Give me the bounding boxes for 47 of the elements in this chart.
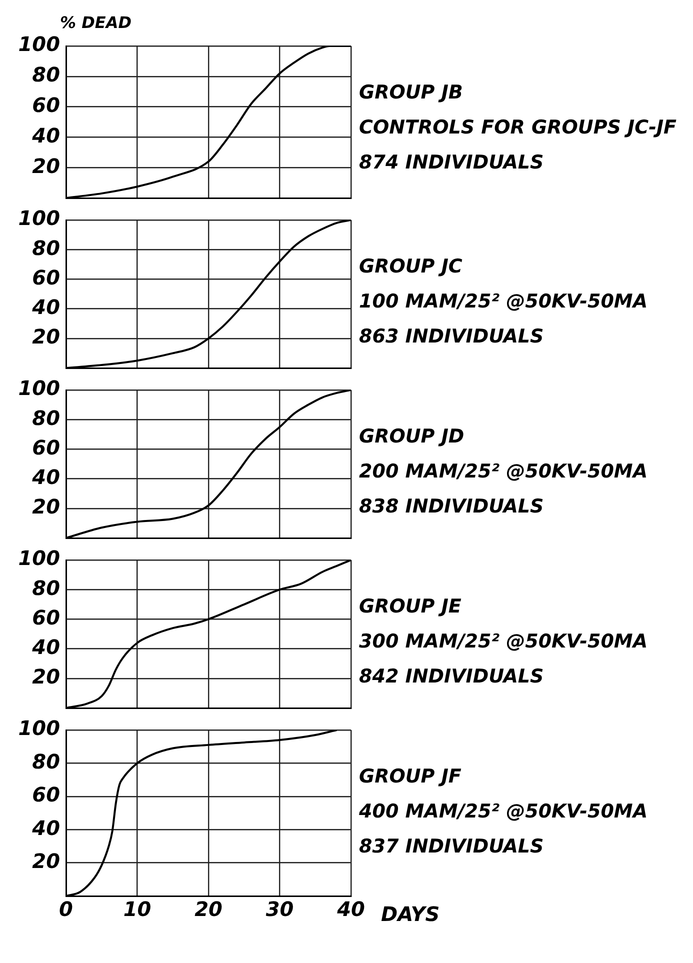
y-tick-label: 20 — [32, 324, 60, 349]
y-tick-label: 60 — [32, 265, 60, 290]
series-label: GROUP JC — [359, 256, 462, 278]
y-tick-label: 40 — [31, 816, 60, 840]
y-tick-label: 60 — [32, 435, 60, 460]
y-tick-label: 60 — [32, 782, 60, 807]
y-tick-label: 80 — [32, 406, 60, 430]
y-tick-label: 80 — [32, 236, 60, 260]
y-tick-label: 40 — [31, 123, 60, 148]
y-tick-label: 80 — [32, 62, 60, 87]
y-tick-label: 40 — [31, 465, 60, 490]
y-tick-label: 20 — [32, 849, 60, 874]
text: 837 INDIVIDUALS — [359, 836, 544, 858]
y-tick-label: 20 — [32, 494, 60, 519]
series-label: GROUP JB — [359, 82, 463, 104]
y-tick-label: 80 — [32, 576, 60, 600]
y-tick-label: 100 — [18, 32, 60, 56]
series-label: GROUP JE — [359, 596, 462, 618]
x-tick-label: 0 — [59, 897, 74, 922]
y-tick-label: 60 — [32, 605, 60, 630]
y-tick-label: 80 — [32, 749, 60, 774]
y-tick-label: 20 — [32, 154, 60, 178]
text: CONTROLS FOR GROUPS JC-JF — [359, 116, 677, 139]
x-tick-label: 30 — [266, 897, 294, 922]
x-tick-label: 20 — [194, 897, 222, 922]
y-tick-label: 60 — [32, 93, 60, 118]
text: 400 MAM/25² @50KV-50MA — [358, 800, 648, 823]
x-tick-label: 40 — [336, 897, 365, 922]
text: 842 INDIVIDUALS — [359, 666, 544, 688]
text: 874 INDIVIDUALS — [359, 152, 544, 174]
text: 200 MAM/25² @50KV-50MA — [359, 460, 648, 483]
y-tick-label: 40 — [31, 635, 60, 660]
text: 838 INDIVIDUALS — [359, 496, 544, 518]
x-tick-label: 10 — [123, 897, 152, 922]
x-axis-title: DAYS — [381, 902, 440, 926]
y-tick-label: 100 — [18, 716, 60, 740]
text: 863 INDIVIDUALS — [359, 326, 544, 348]
y-tick-label: 100 — [18, 206, 60, 230]
y-axis-title: % DEAD — [60, 13, 132, 32]
series-label: GROUP JD — [359, 426, 464, 448]
y-tick-label: 20 — [32, 664, 60, 689]
text: 300 MAM/25² @50KV-50MA — [359, 630, 648, 653]
text: GROUP JF — [359, 766, 462, 788]
y-tick-label: 100 — [18, 376, 60, 400]
y-tick-label: 40 — [31, 295, 60, 320]
y-tick-label: 100 — [18, 546, 60, 570]
text: 100 MAM/25² @50KV-50MA — [359, 290, 648, 313]
